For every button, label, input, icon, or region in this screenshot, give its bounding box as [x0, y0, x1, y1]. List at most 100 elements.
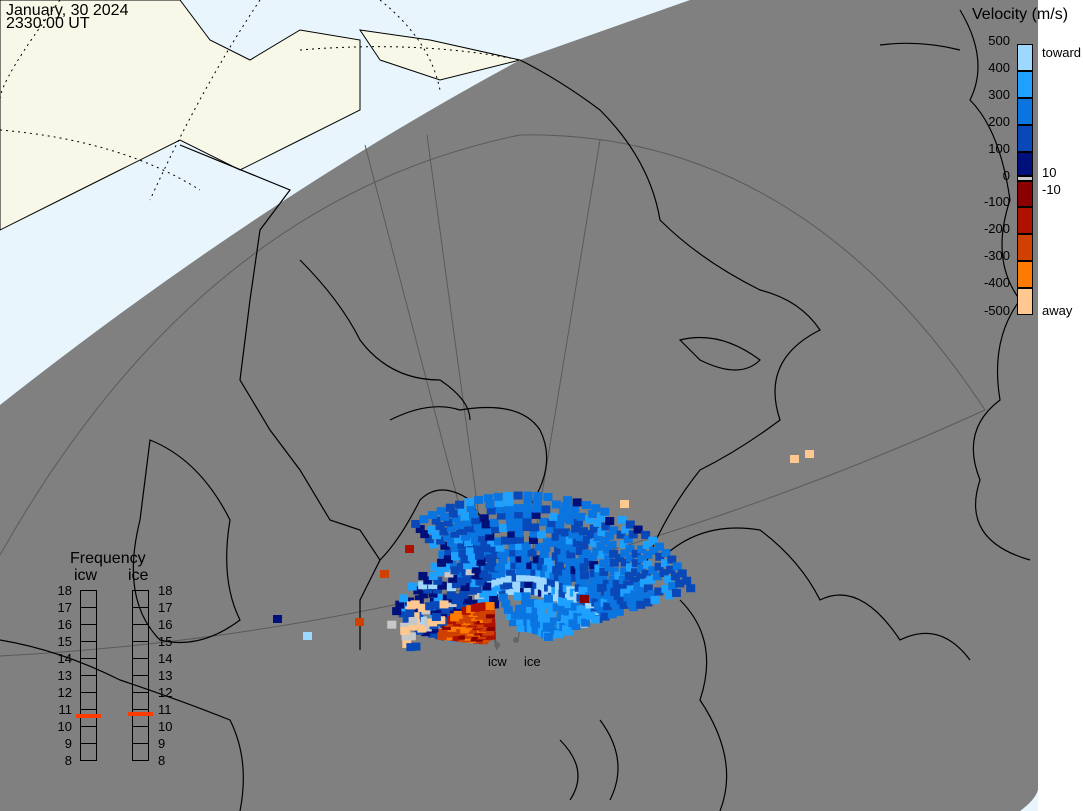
radar-cell: [522, 510, 532, 519]
radar-cell: [549, 617, 559, 626]
radar-cell: [509, 548, 519, 557]
radar-cell: [570, 602, 580, 611]
radar-cell: [488, 587, 498, 596]
radar-cell: [496, 511, 506, 520]
radar-cell: [458, 526, 468, 535]
radar-cell: [583, 557, 593, 566]
radar-cell: [400, 622, 410, 631]
radar-cell: [541, 505, 551, 514]
radar-cell: [430, 562, 440, 571]
radar-cell: [471, 516, 481, 525]
radar-cell: [538, 556, 548, 565]
radar-cell: [273, 615, 282, 623]
radar-cell: [557, 514, 567, 523]
radar-cell: [439, 527, 449, 536]
radar-cell: [480, 602, 490, 611]
radar-cell: [558, 534, 568, 543]
radar-cell: [458, 549, 468, 558]
radar-cell: [579, 541, 589, 550]
radar-cell: [664, 575, 674, 584]
radar-cell: [450, 529, 460, 538]
radar-cell: [549, 571, 559, 580]
radar-cell: [479, 514, 489, 523]
radar-cell: [435, 522, 445, 531]
date-label: January, 30 2024: [6, 2, 129, 19]
radar-cell: [625, 563, 635, 572]
radar-cell: [407, 582, 417, 591]
radar-cell: [505, 561, 515, 570]
frequency-tick-label: 13: [158, 668, 173, 683]
radar-cell: [443, 518, 453, 527]
radar-cell: [433, 585, 443, 594]
colorbar-tick-label: -500: [983, 303, 1010, 318]
radar-cell: [540, 600, 550, 609]
radar-cell: [406, 601, 416, 610]
radar-cell: [521, 554, 531, 563]
radar-cell: [527, 548, 537, 557]
frequency-tick-label: 11: [158, 702, 172, 717]
radar-cell: [613, 592, 623, 601]
radar-cell: [603, 602, 613, 611]
radar-cell: [561, 528, 571, 537]
radar-cell: [485, 610, 495, 619]
radar-cell: [633, 582, 643, 591]
radar-cell: [474, 495, 484, 504]
radar-cell: [620, 558, 630, 567]
radar-cell: [591, 588, 601, 597]
colorbar-tick-label: -200: [983, 221, 1010, 236]
radar-cell: [431, 612, 441, 621]
radar-cell: [563, 496, 573, 505]
radar-cell: [543, 594, 553, 603]
colorbar-tick-label: 100: [988, 141, 1010, 156]
radar-cell: [586, 530, 596, 539]
radar-cell: [455, 631, 465, 640]
day-land-yukon: [358, 29, 521, 81]
radar-cell: [616, 530, 626, 539]
radar-cell: [514, 529, 524, 538]
radar-cell: [543, 632, 553, 641]
radar-cell: [463, 518, 473, 527]
frequency-tick-label: 9: [64, 736, 72, 751]
radar-cell: [473, 545, 483, 554]
radar-cell: [486, 506, 496, 515]
radar-cell: [513, 592, 523, 601]
radar-cell: [588, 509, 598, 518]
frequency-icw-label: icw: [74, 567, 98, 584]
radar-cell: [551, 593, 561, 602]
radar-cell: [443, 532, 453, 541]
radar-cell: [602, 545, 612, 554]
radar-cell: [419, 515, 429, 524]
radar-cell: [605, 517, 615, 526]
radar-cell: [514, 516, 524, 525]
radar-cell: [609, 558, 619, 567]
radar-cell: [504, 504, 514, 513]
radar-cell: [563, 542, 573, 551]
radar-cell: [584, 602, 594, 611]
radar-cell: [546, 601, 556, 610]
radar-cell: [490, 550, 500, 559]
radar-cell: [539, 517, 549, 526]
frequency-cell: [80, 726, 97, 744]
radar-cell: [557, 597, 567, 606]
radar-cell: [520, 567, 530, 576]
radar-cell: [560, 548, 570, 557]
radar-cell: [440, 564, 450, 573]
radar-cell: [481, 595, 491, 604]
radar-cell: [637, 587, 647, 596]
radar-cell: [473, 571, 483, 580]
radar-cell: [545, 623, 555, 632]
frequency-tick-label: 17: [57, 600, 72, 615]
radar-cell: [614, 607, 624, 616]
radar-cell: [515, 567, 525, 576]
colorbar-tick-label: -400: [983, 275, 1010, 290]
radar-cell: [526, 561, 536, 570]
radar-cell: [431, 516, 441, 525]
radar-cell: [449, 633, 459, 642]
radar-cell: [463, 561, 473, 570]
radar-cell: [392, 607, 402, 616]
radar-cell: [466, 605, 476, 614]
radar-cell: [568, 595, 578, 604]
radar-cell: [582, 549, 592, 558]
radar-cell: [594, 564, 604, 573]
radar-cell: [631, 559, 641, 568]
